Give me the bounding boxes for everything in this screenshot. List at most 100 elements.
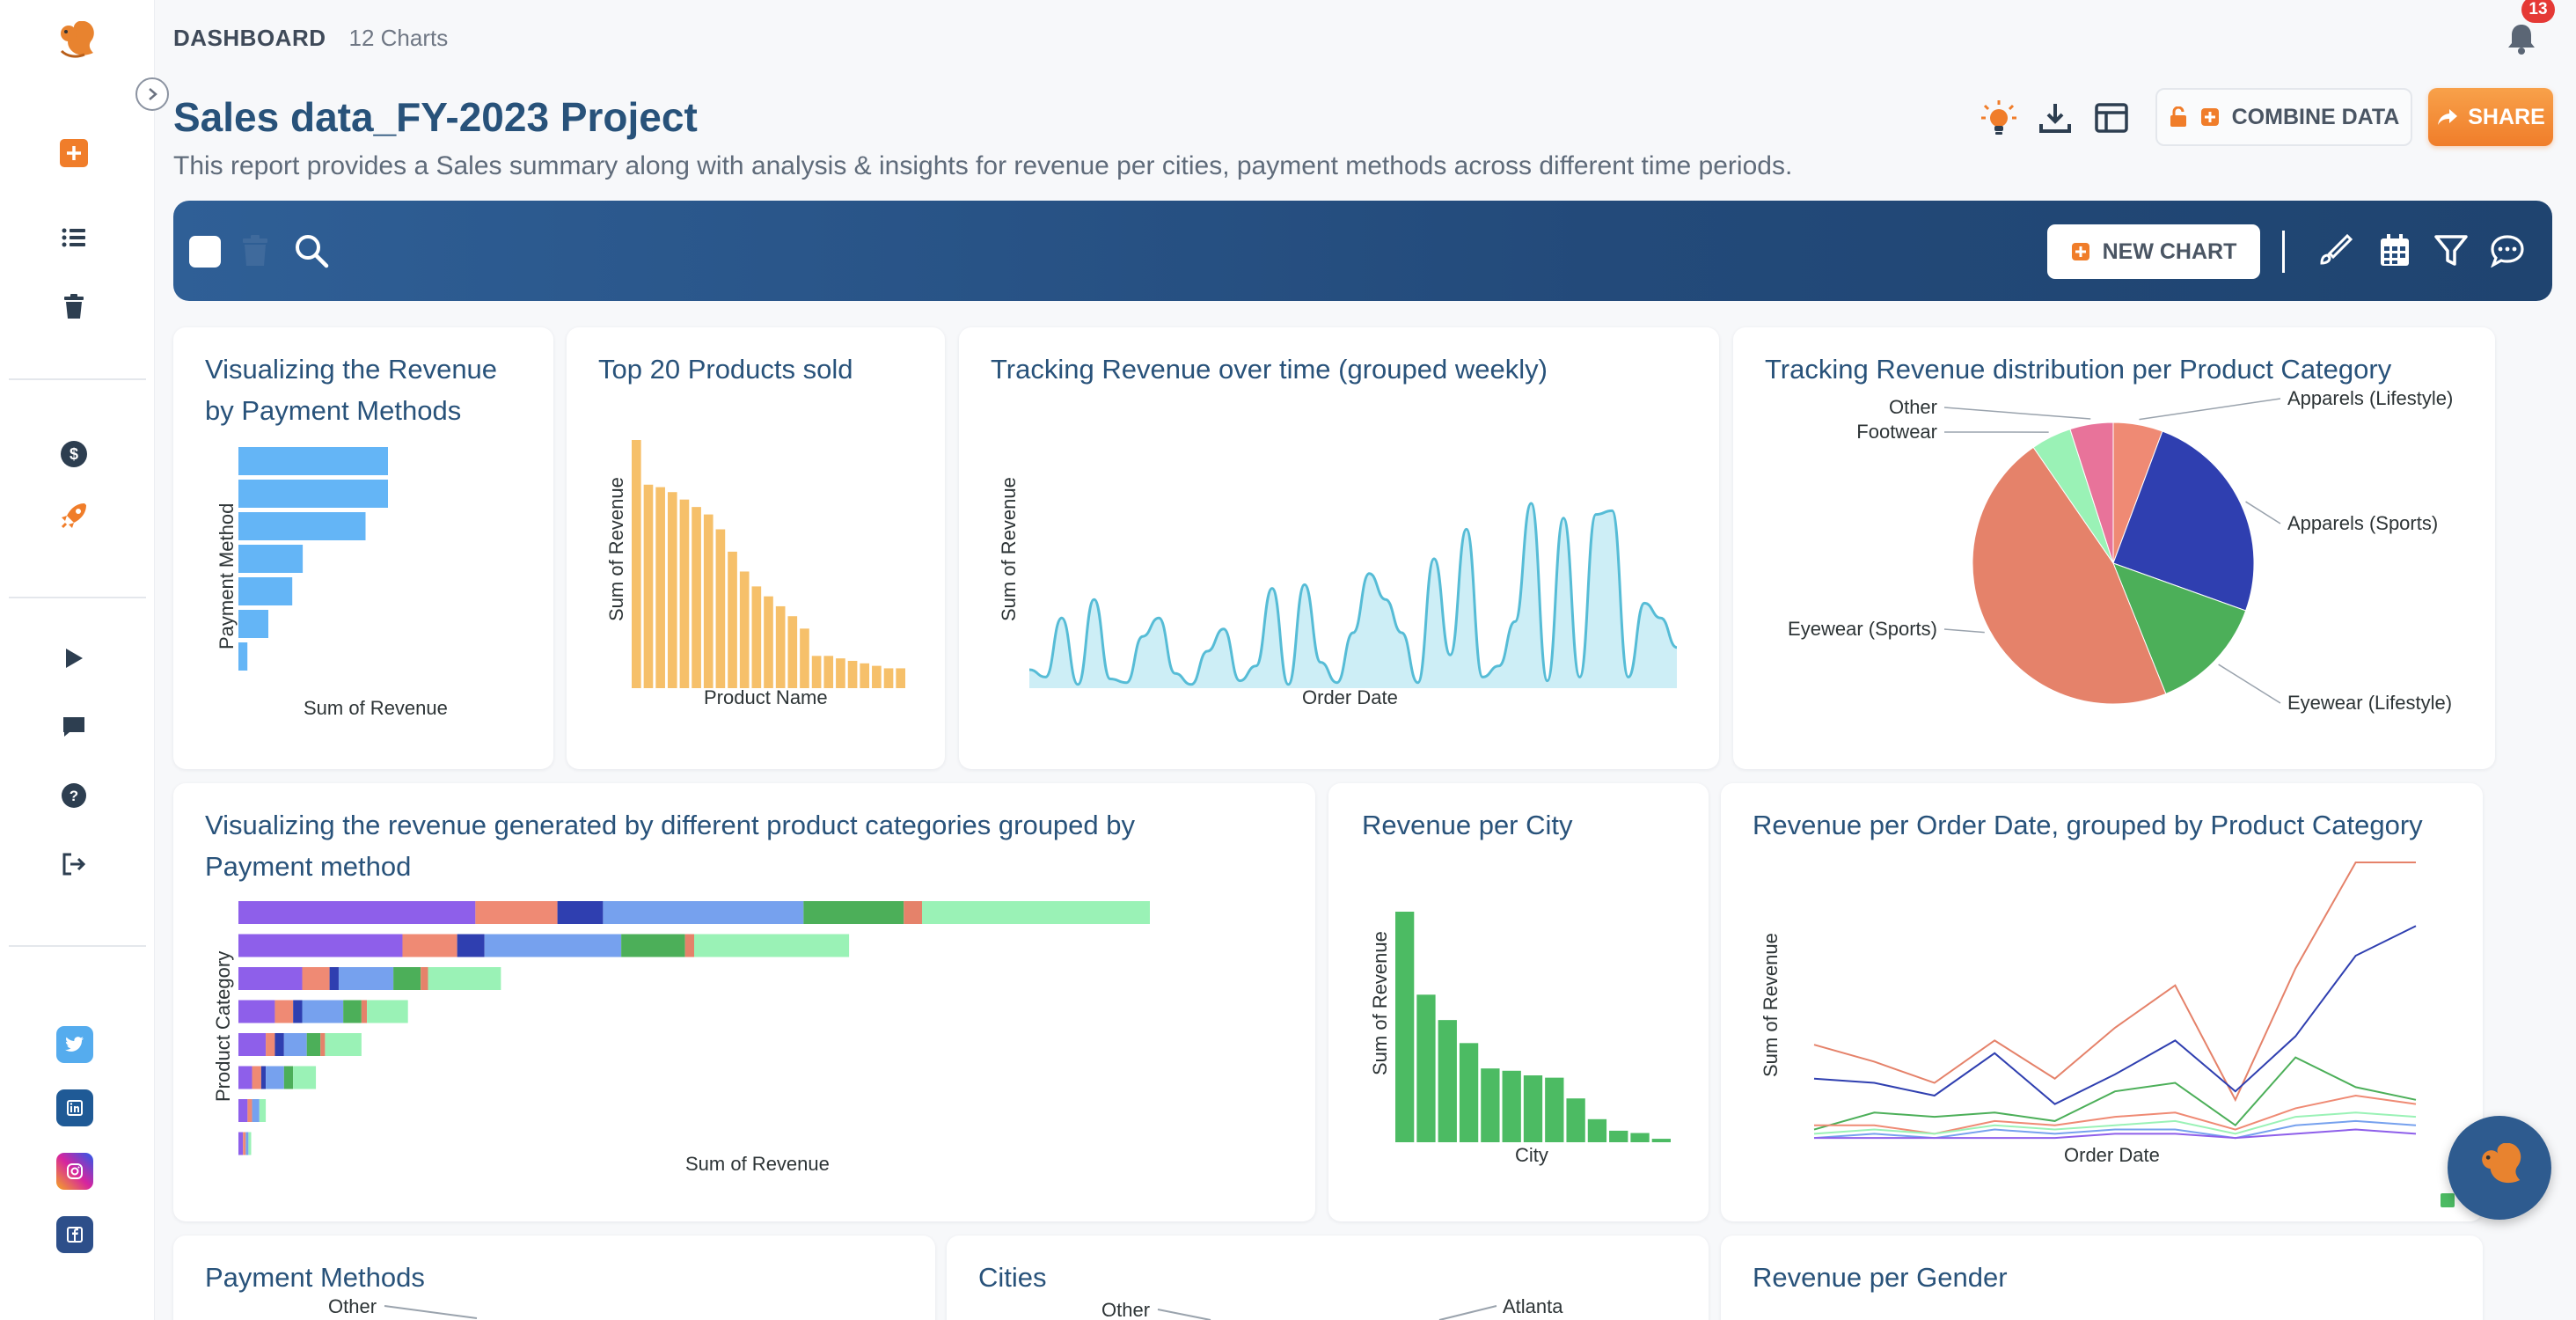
instagram-icon[interactable] — [56, 1153, 93, 1190]
chart-card-payment-methods-pie[interactable]: Payment Methods Other — [173, 1236, 935, 1320]
pie-slice — [2112, 562, 2247, 695]
pie-leader-line — [2245, 501, 2281, 524]
bar — [1438, 1020, 1457, 1142]
delete-icon[interactable] — [231, 227, 279, 275]
series-line — [1814, 1094, 2417, 1135]
card-title-line: Visualizing the revenue generated by dif… — [205, 810, 1136, 840]
logo-squirrel-icon[interactable] — [49, 16, 102, 69]
svg-text:$: $ — [70, 445, 78, 463]
chart-card-weekly-revenue[interactable]: Tracking Revenue over time (grouped week… — [959, 327, 1719, 769]
chart-card-category-by-payment[interactable]: Visualizing the revenue generated by dif… — [173, 783, 1315, 1221]
chat-icon[interactable] — [53, 706, 95, 748]
new-chart-button[interactable]: NEW CHART — [2047, 224, 2260, 279]
calendar-icon[interactable] — [2371, 227, 2419, 275]
y-axis-label: Sum of Revenue — [1369, 931, 1391, 1075]
help-icon[interactable]: ? — [53, 774, 95, 817]
comment-icon[interactable] — [2484, 227, 2531, 275]
bar-segment — [283, 1033, 307, 1056]
breadcrumb-dashboard[interactable]: DASHBOARD — [173, 25, 326, 51]
linkedin-icon[interactable] — [56, 1089, 93, 1126]
bar — [1523, 1075, 1543, 1142]
bar — [1502, 1070, 1521, 1142]
logout-icon[interactable] — [53, 843, 95, 885]
page-subtitle: This report provides a Sales summary alo… — [173, 151, 1793, 180]
pie-label: Footwear — [1856, 421, 1937, 443]
lightbulb-icon[interactable] — [1978, 97, 2020, 139]
bar — [728, 551, 737, 688]
bar-segment — [320, 1033, 326, 1056]
add-icon[interactable] — [53, 132, 95, 174]
products-bar-chart — [632, 440, 905, 688]
bar — [847, 660, 858, 688]
bar-segment — [361, 1000, 368, 1023]
bell-icon[interactable] — [2504, 14, 2539, 58]
download-icon[interactable] — [2034, 97, 2076, 139]
filter-icon[interactable] — [2427, 227, 2475, 275]
facebook-icon[interactable] — [56, 1216, 93, 1253]
chart-card-category-distribution[interactable]: Tracking Revenue distribution per Produc… — [1733, 327, 2495, 769]
x-axis-label: Product Name — [704, 686, 828, 708]
bar — [692, 507, 701, 688]
pie-label: Other — [1889, 396, 1937, 418]
sidebar-collapse-button[interactable] — [135, 77, 169, 111]
y-axis-label: Sum of Revenue — [605, 477, 627, 621]
order-date-line-chart — [1813, 862, 2417, 1140]
notification-badge: 13 — [2521, 0, 2555, 23]
brush-icon[interactable] — [2313, 227, 2360, 275]
bar — [800, 628, 809, 688]
chart-card-cities-pie[interactable]: Cities Other Atlanta — [947, 1236, 1709, 1320]
bar-segment — [302, 967, 330, 990]
search-icon[interactable] — [288, 227, 335, 275]
share-button[interactable]: SHARE — [2428, 88, 2553, 146]
pie-label: Apparels (Lifestyle) — [2287, 387, 2453, 409]
chart-card-revenue-order-date[interactable]: Revenue per Order Date, grouped by Produ… — [1721, 783, 2483, 1221]
dashboard-toolbar: NEW CHART — [173, 201, 2552, 301]
bar-segment — [238, 934, 403, 957]
bar-segment — [293, 1000, 303, 1023]
bar-segment — [428, 967, 501, 990]
bar-segment — [248, 1132, 252, 1155]
bar-segment — [475, 901, 558, 924]
twitter-icon[interactable] — [56, 1026, 93, 1063]
layout-icon[interactable] — [2090, 97, 2133, 139]
bar — [632, 440, 641, 688]
pie-leader-line — [1943, 407, 2091, 420]
bar-segment — [238, 1033, 267, 1056]
series-line — [1813, 1119, 2417, 1140]
bar-segment — [247, 1099, 252, 1122]
bar-segment — [421, 967, 428, 990]
x-axis-label: City — [1515, 1144, 1548, 1166]
card-title: Cities — [978, 1262, 1047, 1293]
pie-label: Eyewear (Lifestyle) — [2287, 692, 2452, 714]
bar-segment — [684, 934, 694, 957]
rocket-icon[interactable] — [53, 495, 95, 537]
chart-card-top-products[interactable]: Top 20 Products sold Sum of Revenue Prod… — [567, 327, 945, 769]
bar — [667, 492, 677, 688]
bar-segment — [293, 1066, 317, 1089]
chat-assistant-button[interactable] — [2448, 1116, 2551, 1220]
breadcrumb: DASHBOARD 12 Charts — [173, 25, 448, 52]
sidebar-divider — [9, 378, 146, 380]
chart-card-payment-methods[interactable]: Visualizing the Revenue by Payment Metho… — [173, 327, 553, 769]
chart-card-revenue-per-city[interactable]: Revenue per City Sum of Revenue City — [1328, 783, 1709, 1221]
select-all-checkbox[interactable] — [189, 236, 221, 268]
bar-segment — [245, 1132, 249, 1155]
y-axis-label: Sum of Revenue — [998, 477, 1020, 621]
bar — [238, 512, 366, 540]
trash-icon[interactable] — [53, 285, 95, 327]
play-icon[interactable] — [53, 637, 95, 679]
dollar-icon[interactable]: $ — [53, 433, 95, 475]
bar-segment — [259, 1099, 267, 1122]
card-title: Revenue per City — [1362, 810, 1573, 840]
chart-card-revenue-per-gender[interactable]: Revenue per Gender — [1721, 1236, 2483, 1320]
bar — [238, 577, 293, 605]
bar — [1609, 1130, 1628, 1142]
card-title: Tracking Revenue distribution per Produc… — [1765, 354, 2392, 385]
combine-data-button[interactable]: COMBINE DATA — [2155, 88, 2412, 146]
pie-slice — [2112, 430, 2255, 612]
series-line — [1813, 925, 2417, 1105]
bar-segment — [274, 1000, 294, 1023]
list-icon[interactable] — [53, 216, 95, 259]
card-title: Top 20 Products sold — [598, 354, 853, 385]
bar-segment — [238, 1099, 248, 1122]
